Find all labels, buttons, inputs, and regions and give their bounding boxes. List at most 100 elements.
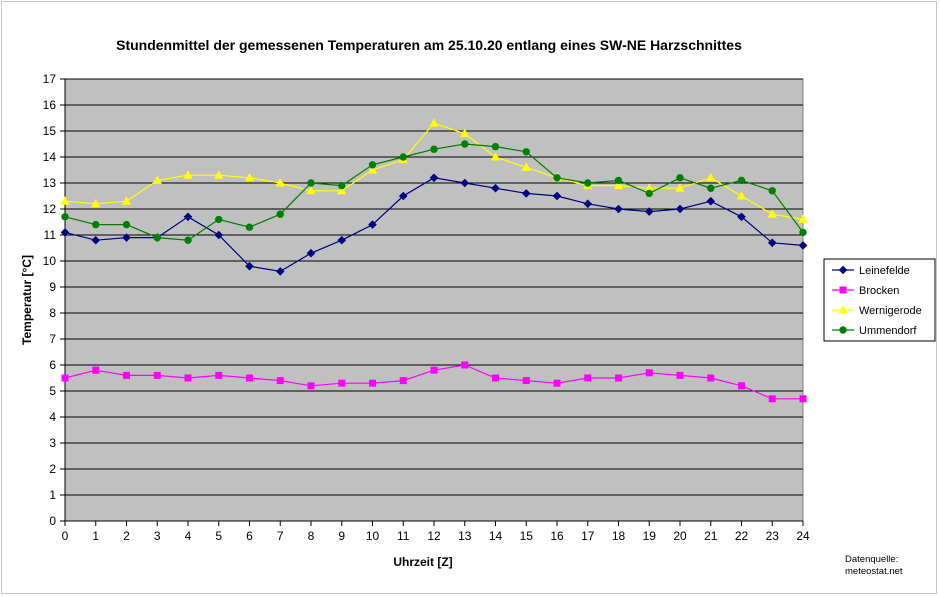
chart-title: Stundenmittel der gemessenen Temperature… <box>116 37 742 53</box>
data-point-brocken <box>338 379 346 387</box>
data-point-leinefelde <box>675 204 685 214</box>
data-point-ummendorf <box>584 179 592 187</box>
data-point-leinefelde <box>368 220 377 229</box>
plot-area <box>64 78 804 522</box>
x-tick-label: 7 <box>277 529 284 543</box>
data-point-ummendorf <box>461 140 469 148</box>
data-point-ummendorf <box>491 142 500 151</box>
x-tick-label: 22 <box>735 529 749 543</box>
data-point-wernigerode <box>521 162 531 171</box>
legend-marker-leinefelde <box>838 265 848 275</box>
legend-label-ummendorf: Ummendorf <box>859 325 917 337</box>
y-tick-label: 8 <box>49 306 56 320</box>
y-tick-label: 0 <box>49 514 56 528</box>
data-point-ummendorf <box>307 179 315 187</box>
data-point-ummendorf <box>768 187 776 195</box>
data-point-ummendorf <box>122 220 131 229</box>
data-point-ummendorf <box>92 220 100 229</box>
data-point-brocken <box>430 366 438 374</box>
data-point-leinefelde <box>552 191 562 201</box>
data-point-ummendorf <box>368 161 377 169</box>
data-point-leinefelde <box>429 173 439 183</box>
legend-marker-ummendorf <box>839 326 847 334</box>
data-point-leinefelde <box>122 233 131 242</box>
x-tick-label: 0 <box>62 529 69 543</box>
data-point-brocken <box>553 379 561 387</box>
data-point-wernigerode <box>337 185 347 195</box>
data-point-leinefelde <box>644 207 654 216</box>
x-tick-label: 6 <box>246 529 253 543</box>
data-point-wernigerode <box>429 118 439 127</box>
data-point-brocken <box>492 374 499 382</box>
data-point-leinefelde <box>706 196 716 206</box>
x-tick-label: 2 <box>123 529 130 543</box>
data-point-leinefelde <box>275 267 285 276</box>
data-point-ummendorf <box>399 153 407 161</box>
data-point-wernigerode <box>121 196 132 205</box>
data-point-leinefelde <box>767 238 777 248</box>
data-point-leinefelde <box>245 261 254 271</box>
data-point-brocken <box>92 366 100 374</box>
data-point-ummendorf <box>707 184 715 192</box>
series-group <box>60 118 808 403</box>
data-point-brocken <box>399 377 407 385</box>
data-point-wernigerode <box>91 198 101 208</box>
data-point-brocken <box>61 374 69 382</box>
y-tick-label: 2 <box>49 462 56 476</box>
y-tick-label: 15 <box>43 124 57 138</box>
x-tick-label: 3 <box>154 529 161 543</box>
data-point-brocken <box>645 369 653 377</box>
data-point-ummendorf <box>799 228 807 237</box>
data-point-wernigerode <box>675 183 685 192</box>
y-tick-label: 3 <box>49 436 56 450</box>
data-point-ummendorf <box>61 213 69 221</box>
data-point-ummendorf <box>215 215 223 224</box>
data-point-brocken <box>246 374 253 382</box>
y-tick-label: 11 <box>44 228 57 242</box>
x-tick-label: 20 <box>673 529 687 543</box>
data-point-ummendorf <box>338 181 346 190</box>
data-point-wernigerode <box>706 172 716 182</box>
data-point-brocken <box>738 382 745 390</box>
data-point-leinefelde <box>60 228 70 237</box>
y-tick-label: 4 <box>49 410 56 424</box>
data-point-brocken <box>799 395 807 403</box>
data-point-leinefelde <box>183 212 193 222</box>
legend-label-wernigerode: Wernigerode <box>859 305 922 317</box>
data-point-ummendorf <box>676 174 684 182</box>
series-leinefelde <box>60 173 808 276</box>
data-point-ummendorf <box>430 145 438 153</box>
series-wernigerode <box>60 118 808 223</box>
data-point-leinefelde <box>798 241 808 250</box>
x-tick-label: 8 <box>308 529 315 543</box>
data-point-leinefelde <box>214 230 224 240</box>
data-point-wernigerode <box>306 185 316 195</box>
y-tick-label: 1 <box>49 488 56 502</box>
x-axis-label: Uhrzeit [Z] <box>393 555 452 569</box>
y-tick-label: 9 <box>49 280 56 294</box>
series-ummendorf <box>61 140 807 244</box>
data-point-wernigerode <box>767 209 777 218</box>
x-tick-label: 4 <box>185 529 192 543</box>
legend: Leinefelde Brocken Wernigerode Ummendorf <box>823 258 936 342</box>
y-tick-label: 12 <box>43 202 57 216</box>
data-point-brocken <box>676 371 684 379</box>
source-line-1: Datenquelle: <box>845 554 898 565</box>
data-point-wernigerode <box>490 151 501 161</box>
data-point-wernigerode <box>275 177 285 187</box>
data-point-leinefelde <box>91 235 101 245</box>
data-point-leinefelde <box>460 178 470 188</box>
x-tick-label: 17 <box>581 529 595 543</box>
data-point-brocken <box>153 371 161 379</box>
x-tick-label: 23 <box>766 529 780 543</box>
data-point-ummendorf <box>245 223 254 231</box>
legend-marker-wernigerode <box>838 304 848 314</box>
data-point-ummendorf <box>153 233 161 242</box>
x-tick-label: 12 <box>427 529 441 543</box>
data-point-wernigerode <box>460 128 470 138</box>
y-tick-label: 16 <box>43 98 57 112</box>
data-point-wernigerode <box>152 175 162 184</box>
x-tick-label: 11 <box>397 529 410 543</box>
data-point-leinefelde <box>521 189 531 198</box>
